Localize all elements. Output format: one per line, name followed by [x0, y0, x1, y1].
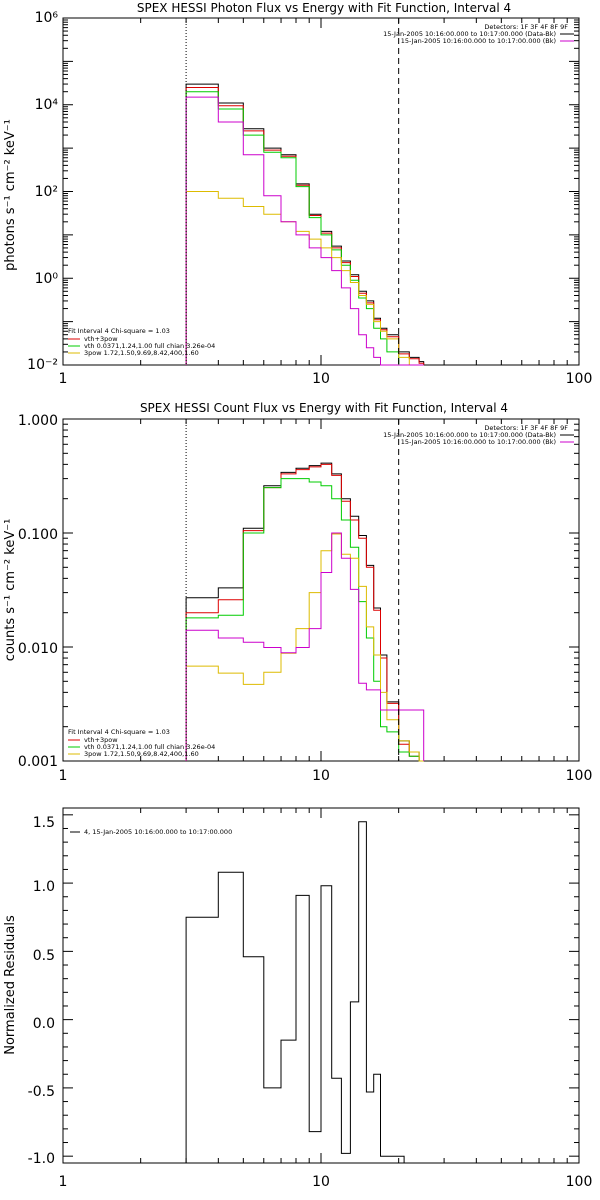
- count-series-3-line: [185, 533, 424, 762]
- photon-legend-fit: Fit Interval 4 Chi-square = 1.03 vth+3po…: [68, 327, 215, 357]
- photon-flux-panel: SPEX HESSI Photon Flux vs Energy with Fi…: [3, 1, 592, 387]
- photon-axis-ticks: [62, 18, 580, 366]
- count-x-tick-1: 1: [59, 768, 68, 784]
- count-y-axis-title: counts s⁻¹ cm⁻² keV⁻¹: [3, 519, 18, 662]
- count-y-tick-0.1: 0.100: [18, 527, 58, 543]
- photon-y-tick-6: 10⁶: [35, 10, 59, 26]
- residuals-panel: Normalized Residuals 1.5 1.0 0.5 0.0 -0.…: [3, 807, 593, 1190]
- count-series-1-line: [185, 463, 424, 762]
- count-legend-vth: vth 0.0371,1.24,1.00 full chian 3.26e-04: [84, 743, 215, 751]
- photon-chart-title: SPEX HESSI Photon Flux vs Energy with Fi…: [137, 1, 511, 15]
- count-fit-header: Fit Interval 4 Chi-square = 1.03: [68, 728, 170, 736]
- residuals-y-tick-1.5: 1.5: [33, 815, 55, 831]
- count-series-group: [185, 462, 425, 762]
- photon-series-0-line: [185, 83, 425, 365]
- count-series-2-line: [185, 478, 424, 762]
- photon-legend-total: vth+3pow: [84, 335, 118, 343]
- residuals-series-0-line: [185, 821, 405, 1163]
- count-legend-total: vth+3pow: [84, 736, 118, 744]
- residuals-axis-ticks: [62, 808, 580, 1163]
- count-legend-top: Detectors: 1F 3F 4F 8F 9F 15-Jan-2005 10…: [383, 424, 574, 446]
- residuals-y-tick-0.5: 0.5: [33, 948, 55, 964]
- residuals-y-axis-title: Normalized Residuals: [3, 915, 18, 1055]
- residuals-x-tick-1: 1: [59, 1174, 68, 1190]
- photon-legend-pow: 3pow 1.72,1.50,9.69,8.42,400,1.60: [84, 349, 199, 357]
- photon-series-1-line: [185, 87, 425, 365]
- count-series-0-line: [185, 462, 424, 762]
- photon-series-2-line: [185, 91, 424, 366]
- photon-x-tick-100: 100: [566, 371, 593, 387]
- photon-series-group: [185, 83, 425, 366]
- count-x-tick-100: 100: [566, 768, 593, 784]
- residuals-legend-label: 4, 15-Jan-2005 10:16:00.000 to 10:17:00.…: [84, 828, 232, 836]
- count-legend-fit: Fit Interval 4 Chi-square = 1.03 vth+3po…: [68, 728, 215, 758]
- count-y-tick-0.001: 0.001: [18, 754, 58, 770]
- count-y-tick-0.01: 0.010: [18, 641, 58, 657]
- photon-fit-header: Fit Interval 4 Chi-square = 1.03: [68, 327, 170, 335]
- photon-legend-data-bk: 15-Jan-2005 10:16:00.000 to 10:17:00.000…: [383, 30, 556, 38]
- residuals-series-group: [185, 821, 405, 1163]
- residuals-y-tick-0.0: 0.0: [33, 1016, 55, 1032]
- photon-y-tick-2: 10²: [35, 184, 58, 200]
- count-flux-panel: SPEX HESSI Count Flux vs Energy with Fit…: [3, 401, 592, 784]
- photon-y-axis-title: photons s⁻¹ cm⁻² keV⁻¹: [3, 119, 18, 271]
- photon-detectors-label: Detectors: 1F 3F 4F 8F 9F: [484, 23, 568, 31]
- photon-series-3-line: [185, 191, 424, 366]
- photon-legend-top: Detectors: 1F 3F 4F 8F 9F 15-Jan-2005 10…: [383, 23, 574, 45]
- photon-y-tick-m2: 10⁻²: [27, 357, 58, 373]
- residuals-y-tick-m1.0: -1.0: [28, 1151, 55, 1167]
- count-x-tick-10: 10: [312, 768, 330, 784]
- photon-x-tick-1: 1: [59, 371, 68, 387]
- residuals-x-tick-100: 100: [566, 1174, 593, 1190]
- photon-y-tick-4: 10⁴: [35, 97, 59, 113]
- residuals-x-tick-10: 10: [312, 1174, 330, 1190]
- count-legend-pow: 3pow 1.72,1.50,9.69,8.42,400,1.60: [84, 750, 199, 758]
- count-detectors-label: Detectors: 1F 3F 4F 8F 9F: [484, 424, 568, 432]
- photon-y-tick-0: 10⁰: [35, 271, 59, 287]
- photon-legend-bk: 15-Jan-2005 10:16:00.000 to 10:17:00.000…: [401, 37, 556, 45]
- count-chart-title: SPEX HESSI Count Flux vs Energy with Fit…: [140, 401, 508, 415]
- count-legend-data-bk: 15-Jan-2005 10:16:00.000 to 10:17:00.000…: [383, 431, 556, 439]
- residuals-y-tick-1.0: 1.0: [33, 879, 55, 895]
- count-y-tick-1: 1.000: [18, 413, 58, 429]
- photon-legend-vth: vth 0.0371,1.24,1.00 full chian 3.26e-04: [84, 342, 215, 350]
- count-legend-bk: 15-Jan-2005 10:16:00.000 to 10:17:00.000…: [401, 438, 556, 446]
- residuals-y-tick-m0.5: -0.5: [28, 1084, 55, 1100]
- photon-series-4-line: [185, 96, 424, 366]
- photon-plot-frame: [62, 17, 580, 366]
- count-series-4-line: [185, 532, 425, 761]
- photon-x-tick-10: 10: [312, 371, 330, 387]
